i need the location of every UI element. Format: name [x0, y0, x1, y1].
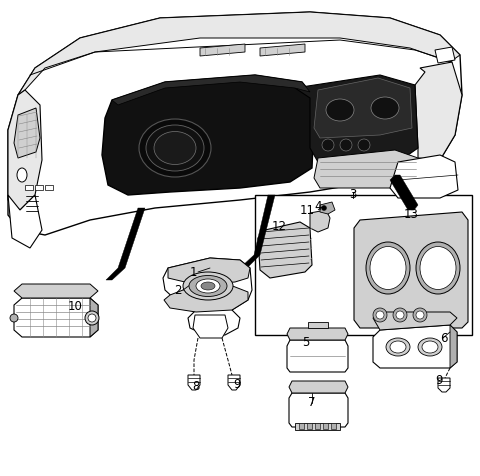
Ellipse shape: [189, 276, 227, 297]
Bar: [35, 185, 43, 190]
Ellipse shape: [201, 282, 215, 290]
Polygon shape: [390, 175, 418, 210]
Bar: [315, 423, 320, 429]
Polygon shape: [8, 12, 462, 235]
Bar: [45, 185, 53, 190]
Polygon shape: [287, 328, 348, 340]
Polygon shape: [390, 155, 458, 198]
Circle shape: [10, 314, 18, 322]
Polygon shape: [200, 44, 245, 56]
Circle shape: [322, 206, 326, 210]
Circle shape: [393, 308, 407, 322]
Text: 5: 5: [302, 336, 310, 348]
Ellipse shape: [370, 247, 406, 289]
Text: 3: 3: [349, 188, 357, 201]
Polygon shape: [287, 340, 348, 372]
Text: 12: 12: [272, 219, 287, 232]
Polygon shape: [295, 423, 340, 430]
Ellipse shape: [422, 341, 438, 353]
Bar: [331, 423, 336, 429]
Circle shape: [340, 139, 352, 151]
Polygon shape: [18, 12, 460, 95]
Polygon shape: [435, 47, 455, 63]
Bar: [323, 423, 328, 429]
Bar: [25, 185, 33, 190]
Polygon shape: [258, 222, 312, 278]
Circle shape: [416, 311, 424, 319]
Ellipse shape: [326, 99, 354, 121]
Polygon shape: [163, 258, 252, 335]
Ellipse shape: [183, 272, 233, 300]
Polygon shape: [450, 325, 457, 368]
Ellipse shape: [390, 341, 406, 353]
Ellipse shape: [416, 242, 460, 294]
Polygon shape: [228, 375, 240, 390]
Circle shape: [376, 311, 384, 319]
Ellipse shape: [196, 279, 220, 293]
Circle shape: [85, 311, 99, 325]
Circle shape: [88, 314, 96, 322]
Text: 7: 7: [308, 397, 316, 409]
Polygon shape: [308, 322, 328, 328]
Polygon shape: [310, 210, 330, 232]
Ellipse shape: [146, 125, 204, 171]
Polygon shape: [168, 258, 250, 284]
Polygon shape: [314, 78, 412, 138]
Polygon shape: [295, 75, 418, 168]
Text: 1: 1: [189, 266, 197, 278]
Polygon shape: [188, 375, 200, 390]
Polygon shape: [14, 284, 98, 298]
Polygon shape: [8, 195, 42, 248]
Polygon shape: [373, 312, 457, 330]
Bar: [307, 423, 312, 429]
Polygon shape: [289, 393, 348, 427]
Text: 9: 9: [233, 377, 241, 390]
Ellipse shape: [366, 242, 410, 294]
Polygon shape: [354, 212, 468, 328]
Polygon shape: [106, 208, 145, 280]
Circle shape: [373, 308, 387, 322]
Polygon shape: [415, 62, 462, 160]
Polygon shape: [14, 108, 40, 158]
Polygon shape: [164, 285, 248, 312]
Text: 10: 10: [68, 299, 83, 313]
Ellipse shape: [17, 168, 27, 182]
Polygon shape: [289, 381, 348, 393]
Polygon shape: [90, 298, 98, 337]
Polygon shape: [8, 90, 42, 210]
Bar: [299, 423, 304, 429]
Text: 4: 4: [314, 200, 322, 214]
Polygon shape: [260, 44, 305, 56]
Ellipse shape: [371, 97, 399, 119]
Polygon shape: [314, 150, 420, 188]
Polygon shape: [112, 75, 310, 105]
Polygon shape: [373, 325, 457, 368]
Polygon shape: [438, 378, 450, 392]
Circle shape: [413, 308, 427, 322]
Ellipse shape: [420, 247, 456, 289]
Ellipse shape: [386, 338, 410, 356]
Polygon shape: [14, 298, 98, 337]
Polygon shape: [240, 195, 275, 268]
Ellipse shape: [139, 119, 211, 177]
Text: 8: 8: [192, 380, 200, 394]
Ellipse shape: [154, 131, 196, 165]
Text: 2: 2: [174, 284, 182, 297]
Circle shape: [358, 139, 370, 151]
Text: 9: 9: [435, 375, 443, 387]
Polygon shape: [255, 195, 472, 335]
Circle shape: [396, 311, 404, 319]
Text: 6: 6: [440, 331, 448, 345]
Circle shape: [322, 139, 334, 151]
Polygon shape: [102, 75, 315, 195]
Text: 13: 13: [404, 208, 419, 221]
Ellipse shape: [418, 338, 442, 356]
Polygon shape: [193, 315, 228, 338]
Text: 11: 11: [300, 204, 314, 217]
Polygon shape: [320, 202, 335, 214]
